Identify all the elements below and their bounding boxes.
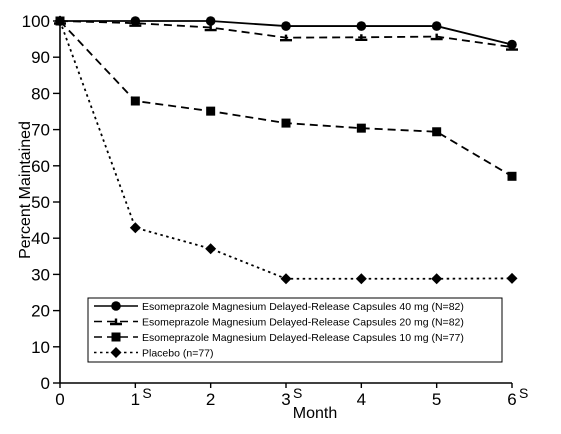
data-point <box>129 20 142 27</box>
data-point <box>355 34 368 41</box>
x-tick-label: 6 <box>507 390 516 409</box>
y-tick-label: 90 <box>31 48 50 67</box>
data-point <box>506 44 518 51</box>
data-point <box>431 273 443 285</box>
data-point <box>355 273 367 285</box>
legend-label: Placebo (n=77) <box>142 348 214 360</box>
legend-entry: Esomeprazole Magnesium Delayed-Release C… <box>94 332 464 344</box>
data-point <box>281 118 291 128</box>
legend-label: Esomeprazole Magnesium Delayed-Release C… <box>142 317 464 329</box>
legend-items: Esomeprazole Magnesium Delayed-Release C… <box>94 301 464 360</box>
data-point <box>432 127 442 137</box>
data-point <box>280 273 292 285</box>
legend-entry: Esomeprazole Magnesium Delayed-Release C… <box>94 317 464 329</box>
x-tick-label: 1 <box>131 390 140 409</box>
x-tick-superscript: S <box>519 385 528 401</box>
y-tick-label: 0 <box>41 374 50 393</box>
y-axis-ticks: 0 10 20 30 40 50 60 70 80 90 100 <box>22 12 60 393</box>
x-tick-label: 5 <box>432 390 441 409</box>
legend-entry: Esomeprazole Magnesium Delayed-Release C… <box>94 301 464 313</box>
data-point <box>205 243 217 255</box>
data-point <box>506 272 518 284</box>
data-point <box>430 33 443 41</box>
legend-box <box>87 297 503 363</box>
series-1 <box>55 16 517 50</box>
y-tick-label: 20 <box>31 302 50 321</box>
x-axis-label: Month <box>293 405 337 422</box>
legend-marker <box>110 347 122 358</box>
y-tick-label: 30 <box>31 265 50 284</box>
y-tick-label: 60 <box>31 157 50 176</box>
data-point <box>130 96 140 106</box>
data-point <box>507 171 517 181</box>
series-layer <box>54 15 518 285</box>
data-point <box>204 24 217 32</box>
series-line <box>59 20 513 280</box>
legend-marker <box>111 301 121 311</box>
legend-marker <box>111 332 121 342</box>
x-tick-label: 0 <box>55 390 64 409</box>
y-tick-label: 40 <box>31 229 50 248</box>
legend-label: Esomeprazole Magnesium Delayed-Release C… <box>142 332 464 344</box>
data-point <box>431 21 442 31</box>
y-tick-label: 100 <box>22 12 50 31</box>
legend-marker <box>110 318 122 326</box>
x-tick-label: 2 <box>206 390 215 409</box>
legend-entry: Placebo (n=77) <box>94 347 214 360</box>
data-point <box>206 106 216 116</box>
data-point <box>54 15 66 27</box>
x-tick-label: 4 <box>357 390 366 409</box>
y-tick-label: 50 <box>31 193 50 212</box>
data-point <box>356 21 367 31</box>
x-tick-superscript: S <box>293 385 302 401</box>
x-tick-label: 3 <box>281 390 290 409</box>
data-point <box>281 21 291 31</box>
series-line <box>59 20 513 178</box>
x-tick-superscript: S <box>142 385 151 401</box>
y-tick-label: 80 <box>31 84 50 103</box>
series-4 <box>54 15 518 285</box>
y-tick-label: 10 <box>31 338 50 357</box>
data-point <box>129 222 141 234</box>
legend: Esomeprazole Magnesium Delayed-Release C… <box>87 297 503 363</box>
y-axis-label: Percent Maintained <box>17 121 34 259</box>
y-tick-label: 70 <box>31 121 50 140</box>
legend-label: Esomeprazole Magnesium Delayed-Release C… <box>142 301 464 313</box>
data-point <box>280 34 292 42</box>
data-point <box>205 16 216 26</box>
data-point <box>356 123 366 133</box>
